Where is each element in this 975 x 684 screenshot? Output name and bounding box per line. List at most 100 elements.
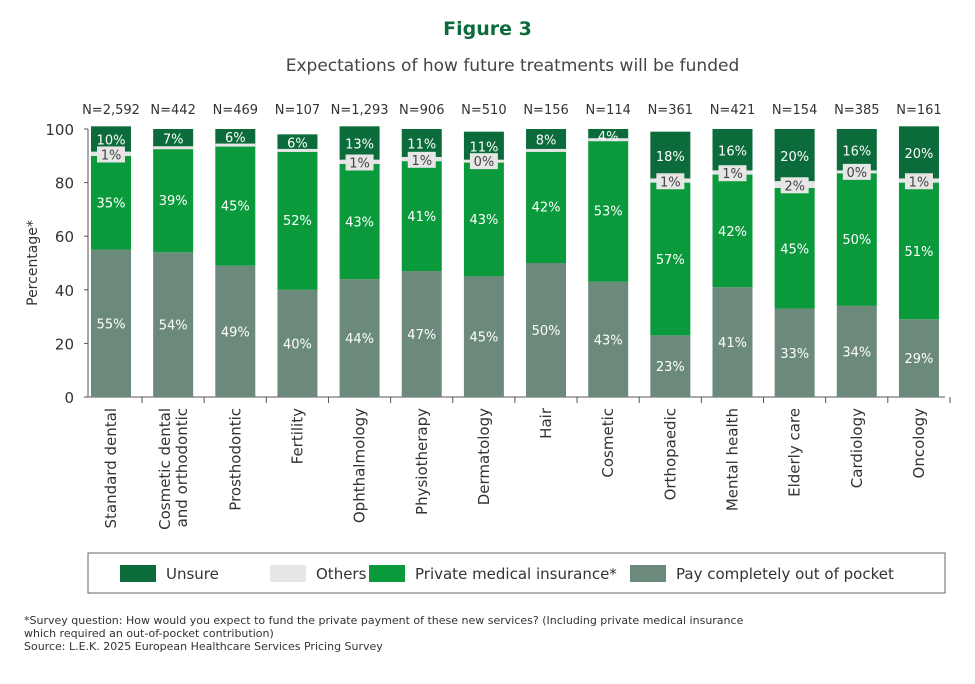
data-label: 13%: [345, 138, 374, 153]
y-tick-label: 80: [55, 175, 74, 193]
others-separator: [588, 138, 629, 142]
data-label: 45%: [469, 331, 498, 346]
x-category-label: Cosmetic: [599, 408, 617, 478]
bar-private-medical-insurance--segment: [401, 161, 442, 272]
legend-swatch: [369, 565, 405, 582]
bar-private-medical-insurance--segment: [277, 150, 318, 290]
sample-size-label: N=385: [834, 103, 879, 118]
sample-size-label: N=107: [275, 103, 320, 118]
sample-size-label: N=154: [772, 103, 817, 118]
legend-box: [87, 552, 946, 594]
data-label: 55%: [97, 317, 126, 332]
others-label-box: [780, 177, 809, 194]
bar-private-medical-insurance--segment: [836, 171, 877, 306]
chart-title: Expectations of how future treatments wi…: [285, 56, 740, 76]
others-separator: [215, 143, 256, 147]
data-label: 29%: [904, 352, 933, 367]
bar-private-medical-insurance--segment: [526, 150, 567, 263]
others-separator: [153, 146, 194, 150]
footnote: *Survey question: How would you expect t…: [24, 614, 744, 653]
bar-unsure-segment: [650, 131, 691, 180]
others-label-box: [345, 154, 374, 171]
bar-private-medical-insurance--segment: [153, 147, 194, 253]
data-label: 23%: [656, 360, 685, 375]
bar-unsure-segment: [898, 126, 939, 180]
bar-private-medical-insurance--segment: [650, 182, 691, 336]
x-category-label: Fertility: [288, 408, 306, 464]
bar-pay-completely-out-of-pocket-segment: [836, 305, 877, 397]
others-label-box: [718, 165, 747, 182]
x-category-label: Standard dental: [102, 408, 120, 529]
data-label: 11%: [469, 140, 498, 155]
bar-private-medical-insurance--segment: [774, 187, 815, 309]
data-label: 54%: [159, 319, 188, 334]
bar-unsure-segment: [526, 129, 567, 151]
data-label: 6%: [287, 136, 308, 151]
others-label-box: [656, 173, 685, 190]
sample-size-label: N=1,293: [331, 103, 389, 118]
data-label: 42%: [718, 225, 747, 240]
data-label: 45%: [780, 242, 809, 257]
data-label: 7%: [163, 132, 184, 147]
others-separator: [526, 148, 567, 152]
data-label: 43%: [469, 213, 498, 228]
bar-private-medical-insurance--segment: [339, 163, 380, 280]
others-label-box: [407, 151, 436, 168]
y-tick-label: 20: [55, 335, 74, 353]
data-label: 41%: [407, 210, 436, 225]
x-category-label: Orthopaedic: [661, 408, 679, 500]
data-label: 44%: [345, 332, 374, 347]
sample-size-label: N=421: [710, 103, 755, 118]
sample-size-label: N=906: [399, 103, 444, 118]
x-category-label: Dermatology: [475, 408, 493, 505]
data-label-others: 2%: [784, 179, 805, 194]
bar-pay-completely-out-of-pocket-segment: [774, 308, 815, 397]
data-label: 41%: [718, 336, 747, 351]
data-label: 4%: [598, 130, 619, 145]
x-category-label: Prosthodontic: [226, 408, 244, 511]
bar-private-medical-insurance--segment: [463, 161, 504, 277]
bar-private-medical-insurance--segment: [91, 155, 131, 250]
x-category-label: Physiotherapy: [413, 408, 431, 515]
others-label-box: [904, 173, 933, 190]
data-label: 43%: [594, 333, 623, 348]
data-label: 10%: [97, 134, 126, 149]
footnote-source: Source: L.E.K. 2025 European Healthcare …: [24, 640, 383, 653]
data-label: 18%: [656, 150, 685, 165]
x-category-label: Hair: [537, 407, 555, 439]
bar-pay-completely-out-of-pocket-segment: [153, 252, 194, 397]
data-label: 34%: [842, 345, 871, 360]
data-label-others: 0%: [846, 166, 867, 181]
bar-pay-completely-out-of-pocket-segment: [898, 319, 939, 397]
data-label-others: 1%: [411, 154, 432, 169]
y-axis-title: Percentage*: [25, 220, 41, 306]
x-category-label: Cardiology: [848, 408, 866, 488]
data-label-others: 1%: [349, 157, 370, 172]
bar-pay-completely-out-of-pocket-segment: [588, 281, 629, 397]
footnote-survey: *Survey question: How would you expect t…: [24, 614, 744, 640]
legend-label: Unsure: [166, 565, 219, 583]
bar-unsure-segment: [215, 129, 256, 146]
figure-label: Figure 3: [443, 18, 532, 40]
bar-unsure-segment: [588, 129, 629, 140]
data-label-others: 1%: [660, 175, 681, 190]
bar-pay-completely-out-of-pocket-segment: [650, 335, 691, 397]
sample-size-label: N=361: [648, 103, 693, 118]
others-label-box: [97, 146, 125, 163]
y-tick-label: 40: [55, 282, 74, 300]
bar-pay-completely-out-of-pocket-segment: [463, 276, 504, 397]
data-label: 42%: [532, 201, 561, 216]
data-label: 49%: [221, 325, 250, 340]
legend-label: Pay completely out of pocket: [676, 565, 894, 583]
x-category-label: Oncology: [910, 408, 928, 479]
data-label: 43%: [345, 215, 374, 230]
data-label: 53%: [594, 205, 623, 220]
others-separator: [277, 148, 318, 152]
others-label-box: [842, 163, 871, 180]
sample-size-label: N=2,592: [82, 103, 140, 118]
y-tick-label: 100: [45, 121, 74, 139]
bar-unsure-segment: [277, 134, 318, 151]
bar-unsure-segment: [774, 129, 815, 183]
bar-pay-completely-out-of-pocket-segment: [277, 289, 318, 397]
